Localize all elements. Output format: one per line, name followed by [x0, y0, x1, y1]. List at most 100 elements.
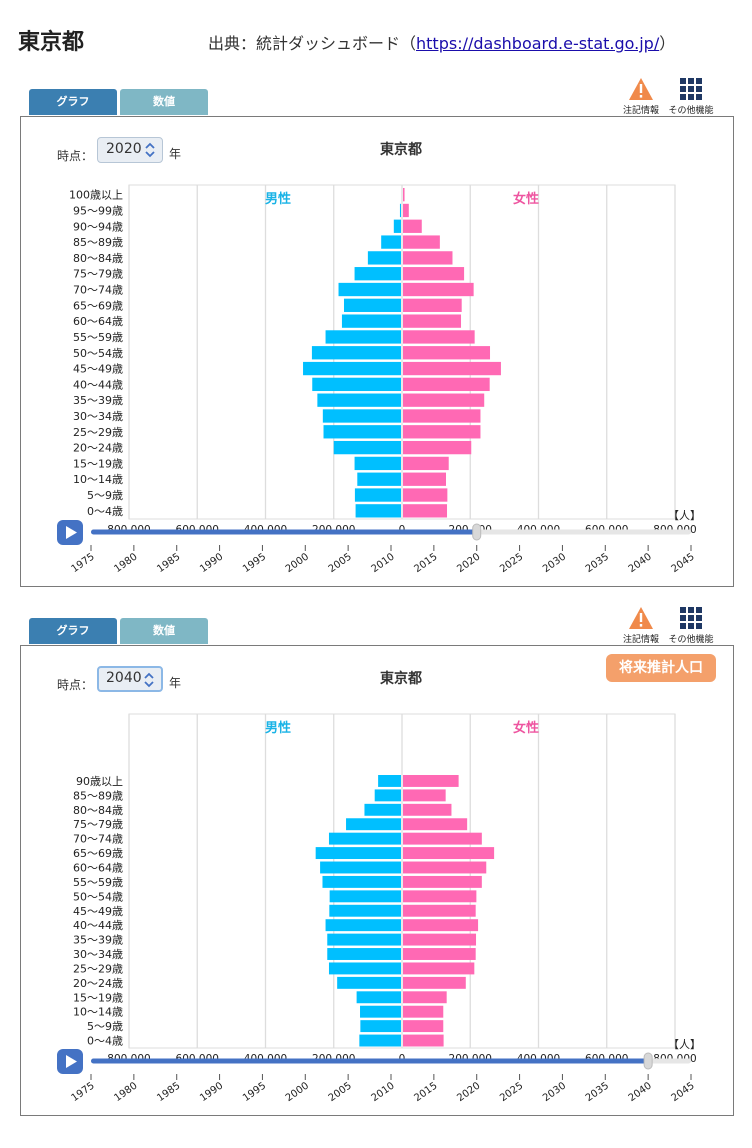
time-label: 時点：	[57, 149, 94, 163]
age-label: 60～64歳	[73, 861, 123, 874]
slider-handle[interactable]	[472, 523, 482, 541]
female-label: 女性	[513, 720, 539, 736]
age-label: 70～74歳	[73, 833, 123, 846]
timeline-year-label: 1980	[112, 1080, 139, 1104]
timeline-year-label: 1975	[70, 1080, 97, 1104]
age-label: 45～49歳	[73, 905, 123, 918]
female-bar	[403, 803, 452, 816]
notes-label: 注記情報	[622, 635, 659, 645]
age-label: 40～44歳	[73, 919, 123, 932]
age-label: 0～4歳	[87, 505, 123, 518]
timeline-year-label: 2025	[498, 1080, 525, 1104]
female-bar	[403, 832, 482, 845]
year-select[interactable]: 2020	[97, 137, 163, 163]
age-label: 0～4歳	[87, 1035, 123, 1048]
female-bar	[403, 346, 491, 360]
female-bar	[403, 976, 466, 989]
age-label: 35～39歳	[73, 394, 123, 407]
slider-fill	[91, 529, 477, 535]
female-bar	[403, 472, 446, 486]
male-bar	[311, 346, 401, 360]
age-label: 25～29歳	[73, 962, 123, 975]
female-bar	[403, 1005, 444, 1018]
female-bar	[403, 504, 448, 518]
more-functions-button[interactable]: その他機能	[664, 77, 718, 116]
female-bar	[403, 1034, 444, 1047]
timeline-year-label: 2000	[284, 551, 311, 575]
tab-graph[interactable]: グラフ	[29, 618, 117, 644]
female-bar	[403, 488, 448, 502]
timeline-year-label: 1995	[241, 551, 268, 575]
male-bar	[327, 933, 401, 946]
age-label: 90～94歳	[73, 220, 123, 233]
population-pyramid-chart: 800,000600,000400,000200,0000200,000400,…	[57, 184, 701, 575]
warning-icon	[629, 607, 653, 629]
male-bar	[364, 803, 401, 816]
female-bar	[403, 235, 440, 249]
female-bar	[403, 775, 459, 787]
age-label: 75～79歳	[73, 818, 123, 831]
female-bar	[403, 409, 481, 423]
female-bar	[403, 425, 481, 439]
timeline-year-label: 2045	[670, 551, 697, 575]
age-label: 100歳以上	[69, 189, 123, 202]
year-select-value: 2040	[106, 670, 142, 686]
timeline-year-label: 2030	[541, 1080, 568, 1104]
male-bar	[357, 472, 401, 486]
notes-button[interactable]: 注記情報	[614, 606, 668, 645]
female-bar	[403, 251, 453, 265]
pyramid-panel-2040: グラフ 数値 注記情報 その他機能 時点： 2040 年 東京都 将来推計人口 …	[0, 607, 752, 1148]
tab-graph[interactable]: グラフ	[29, 89, 117, 115]
year-select[interactable]: 2040	[97, 666, 163, 692]
male-bar	[354, 488, 401, 502]
age-label: 70～74歳	[73, 284, 123, 297]
female-bar	[403, 219, 422, 233]
female-bar	[403, 847, 495, 860]
notes-label: 注記情報	[622, 106, 659, 116]
unit-label: 【人】	[668, 509, 701, 522]
female-bar	[403, 188, 405, 202]
slider-handle[interactable]	[643, 1052, 653, 1070]
timeline-year-label: 1985	[155, 551, 182, 575]
male-bar	[327, 948, 401, 960]
chart-title: 東京都	[380, 671, 422, 687]
year-unit: 年	[169, 147, 182, 161]
age-label: 10～14歳	[73, 1006, 123, 1019]
age-label: 30～34歳	[73, 410, 123, 423]
notes-button[interactable]: 注記情報	[614, 77, 668, 116]
timeline-year-label: 2025	[498, 551, 525, 575]
male-bar	[328, 962, 401, 975]
pyramid-panel-2020: グラフ 数値 注記情報 その他機能 時点： 2020 年 東京都 800,000…	[0, 78, 752, 619]
age-label: 85～89歳	[73, 789, 123, 802]
male-bar	[320, 861, 401, 874]
warning-icon	[629, 78, 653, 100]
timeline-year-label: 2040	[627, 551, 654, 575]
male-label: 男性	[265, 191, 291, 207]
play-icon	[66, 1055, 77, 1068]
timeline-year-label: 1975	[70, 551, 97, 575]
more-functions-button[interactable]: その他機能	[664, 606, 718, 645]
male-bar	[317, 393, 401, 407]
male-bar	[328, 832, 401, 845]
timeline-year-label: 2045	[670, 1080, 697, 1104]
page-title: 東京都	[18, 30, 85, 55]
source-link[interactable]: https://dashboard.e-stat.go.jp/	[416, 34, 660, 53]
tab-values[interactable]: 数値	[120, 618, 208, 644]
age-label: 20～24歳	[73, 977, 123, 990]
female-bar	[403, 789, 446, 802]
male-bar	[393, 219, 401, 233]
female-bar	[403, 818, 468, 831]
female-bar	[403, 904, 476, 917]
male-bar	[360, 1005, 401, 1018]
source-prefix: 出典：統計ダッシュボード（	[208, 34, 417, 53]
source-suffix: ）	[659, 34, 676, 53]
population-pyramid-chart: 800,000600,000400,000200,0000200,000400,…	[57, 713, 701, 1104]
male-bar	[359, 1034, 401, 1047]
more-functions-label: その他機能	[668, 635, 714, 645]
tab-values[interactable]: 数値	[120, 89, 208, 115]
unit-label: 【人】	[668, 1038, 701, 1051]
female-bar	[403, 962, 475, 975]
age-label: 10～14歳	[73, 473, 123, 486]
chevron-updown-icon	[145, 142, 155, 158]
male-bar	[323, 425, 401, 439]
